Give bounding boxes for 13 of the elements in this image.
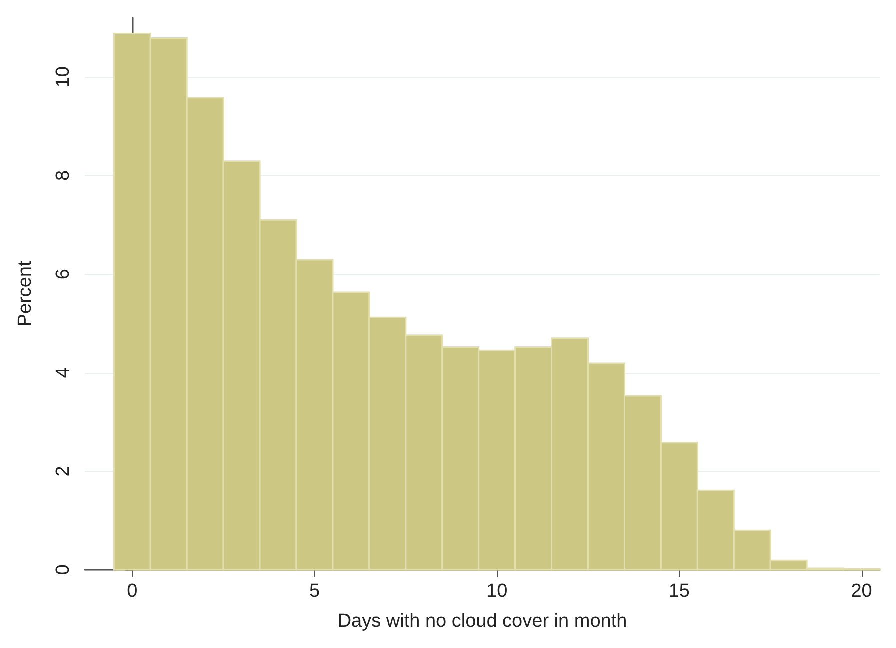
y-tick-label: 4	[53, 367, 74, 378]
y-tick-label: 0	[53, 564, 74, 576]
x-tick-label: 5	[309, 581, 320, 602]
x-tick-label: 20	[851, 581, 872, 602]
x-tick-label: 0	[127, 581, 138, 602]
x-axis-title: Days with no cloud cover in month	[338, 611, 628, 632]
x-tick-label: 15	[668, 581, 690, 602]
y-tick-label: 8	[53, 170, 74, 182]
y-tick-label: 6	[53, 268, 74, 280]
y-axis-title: Percent	[15, 260, 36, 327]
y-tick-label: 2	[53, 466, 74, 477]
x-tick-label: 10	[486, 581, 508, 602]
y-tick-label: 10	[53, 66, 74, 88]
